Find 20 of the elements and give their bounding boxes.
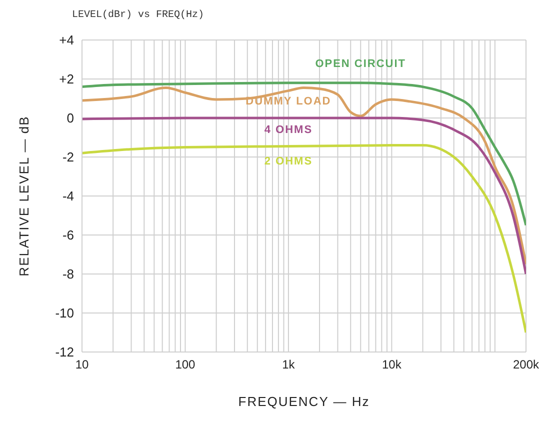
- chart-title: LEVEL(dBr) vs FREQ(Hz): [72, 10, 204, 21]
- x-tick-label: 1k: [282, 358, 296, 372]
- y-tick-label: -12: [55, 344, 74, 360]
- series-label: 4 OHMS: [264, 124, 313, 136]
- x-tick-label: 10: [75, 358, 89, 372]
- y-tick-label: -2: [62, 150, 74, 165]
- x-axis-title: FREQUENCY — Hz: [238, 394, 370, 409]
- y-axis-title: RELATIVE LEVEL — dB: [16, 116, 32, 276]
- y-tick-label: +2: [59, 72, 74, 87]
- y-tick-label: -10: [55, 306, 74, 321]
- y-tick-label: -4: [62, 188, 74, 204]
- x-tick-label: 10k: [382, 358, 402, 372]
- y-tick-label: -6: [62, 228, 74, 243]
- x-tick-label: 200k: [512, 358, 540, 372]
- y-tick-label: +4: [59, 32, 74, 48]
- x-tick-label: 100: [175, 358, 196, 372]
- y-tick-label: 0: [66, 110, 74, 126]
- y-tick-label: -8: [62, 266, 74, 282]
- series-label: OPEN CIRCUIT: [315, 58, 406, 70]
- series-label: 2 OHMS: [264, 155, 313, 168]
